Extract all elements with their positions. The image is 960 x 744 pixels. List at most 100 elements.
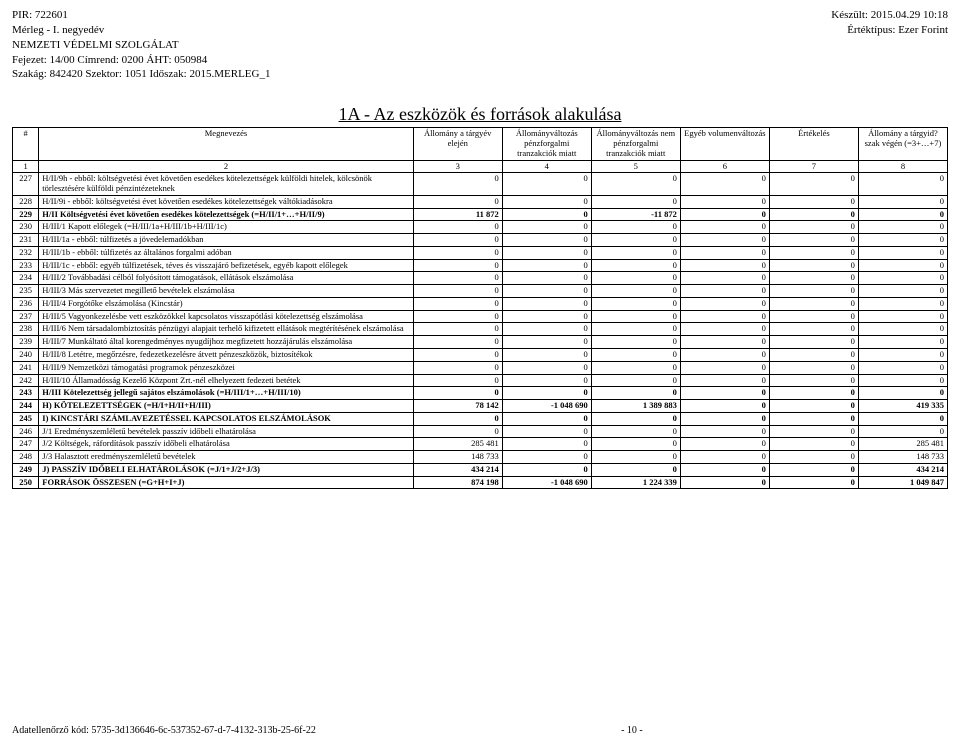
row-value: 0: [680, 400, 769, 413]
row-name: H/III/1a - ebből: túlfizetés a jövedelem…: [39, 234, 413, 247]
table-row: 235H/III/3 Más szervezetet megillető bev…: [13, 285, 948, 298]
row-value: 0: [858, 349, 947, 362]
row-value: 0: [769, 476, 858, 489]
row-value: 0: [502, 349, 591, 362]
row-number: 241: [13, 361, 39, 374]
row-value: 0: [502, 208, 591, 221]
row-value: 0: [413, 387, 502, 400]
table-row: 242H/III/10 Államadósság Kezelő Központ …: [13, 374, 948, 387]
row-name: H/II/9i - ebből: költségvetési évet köve…: [39, 195, 413, 208]
row-number: 242: [13, 374, 39, 387]
row-value: 0: [591, 463, 680, 476]
row-value: 0: [591, 297, 680, 310]
table-row: 237H/III/5 Vagyonkezelésbe vett eszközök…: [13, 310, 948, 323]
row-value: 0: [769, 412, 858, 425]
row-value: 0: [502, 285, 591, 298]
row-value: 0: [413, 272, 502, 285]
row-value: 0: [858, 234, 947, 247]
idx-7: 7: [769, 160, 858, 173]
row-value: 0: [680, 349, 769, 362]
header-left: PIR: 722601 Mérleg - I. negyedév NEMZETI…: [12, 8, 270, 82]
table-body: 227H/II/9h - ebből: költségvetési évet k…: [13, 173, 948, 489]
row-number: 249: [13, 463, 39, 476]
row-value: 0: [591, 323, 680, 336]
row-value: 434 214: [858, 463, 947, 476]
row-value: 0: [680, 387, 769, 400]
row-name: FORRÁSOK ÖSSZESEN (=G+H+I+J): [39, 476, 413, 489]
row-number: 248: [13, 451, 39, 464]
row-value: 0: [769, 259, 858, 272]
row-value: 285 481: [413, 438, 502, 451]
row-number: 233: [13, 259, 39, 272]
row-value: 0: [769, 463, 858, 476]
row-name: H/III/8 Letétre, megőrzésre, fedezetkeze…: [39, 349, 413, 362]
row-value: 0: [591, 451, 680, 464]
row-value: 0: [680, 412, 769, 425]
row-value: 0: [769, 361, 858, 374]
row-value: 0: [502, 387, 591, 400]
row-value: 0: [591, 272, 680, 285]
row-value: 0: [591, 438, 680, 451]
row-value: 0: [769, 221, 858, 234]
row-value: 0: [680, 425, 769, 438]
row-value: 0: [502, 234, 591, 247]
idx-4: 4: [502, 160, 591, 173]
row-value: 0: [413, 412, 502, 425]
row-value: 0: [591, 285, 680, 298]
row-value: 0: [680, 374, 769, 387]
table-row: 248J/3 Halasztott eredményszemléletű bev…: [13, 451, 948, 464]
row-value: 0: [591, 173, 680, 196]
table-row: 227H/II/9h - ebből: költségvetési évet k…: [13, 173, 948, 196]
row-value: 0: [769, 297, 858, 310]
row-value: 0: [413, 246, 502, 259]
row-value: 0: [769, 208, 858, 221]
row-value: 434 214: [413, 463, 502, 476]
row-value: 0: [680, 476, 769, 489]
row-number: 240: [13, 349, 39, 362]
row-value: 0: [591, 412, 680, 425]
row-value: 0: [769, 336, 858, 349]
table-row: 236H/III/4 Forgótőke elszámolása (Kincst…: [13, 297, 948, 310]
row-value: 0: [858, 425, 947, 438]
balance-table: # Megnevezés Állomány a tárgyév elején Á…: [12, 127, 948, 489]
row-value: 0: [502, 412, 591, 425]
row-number: 234: [13, 272, 39, 285]
page-header: PIR: 722601 Mérleg - I. negyedév NEMZETI…: [12, 8, 948, 82]
row-value: 0: [502, 463, 591, 476]
row-value: 0: [502, 221, 591, 234]
row-value: 0: [502, 425, 591, 438]
table-row: 228H/II/9i - ebből: költségvetési évet k…: [13, 195, 948, 208]
row-value: 0: [502, 246, 591, 259]
row-value: 0: [591, 336, 680, 349]
row-value: 0: [591, 246, 680, 259]
row-value: 1 049 847: [858, 476, 947, 489]
row-value: 419 335: [858, 400, 947, 413]
row-value: 0: [502, 310, 591, 323]
row-value: 0: [502, 374, 591, 387]
row-value: 0: [858, 374, 947, 387]
row-value: 0: [858, 297, 947, 310]
row-number: 235: [13, 285, 39, 298]
row-value: 0: [413, 195, 502, 208]
idx-8: 8: [858, 160, 947, 173]
table-row: 229H/II Költségvetési évet követően esed…: [13, 208, 948, 221]
row-value: 0: [413, 336, 502, 349]
table-head: # Megnevezés Állomány a tárgyév elején Á…: [13, 128, 948, 173]
row-value: 0: [858, 310, 947, 323]
row-name: H/III/10 Államadósság Kezelő Központ Zrt…: [39, 374, 413, 387]
col-header-num: #: [13, 128, 39, 160]
col-header-8: Állomány a tárgyid?szak végén (=3+…+7): [858, 128, 947, 160]
row-value: 0: [769, 374, 858, 387]
idx-3: 3: [413, 160, 502, 173]
row-name: J/2 Költségek, ráfordítások passzív időb…: [39, 438, 413, 451]
row-number: 245: [13, 412, 39, 425]
section-title: 1A - Az eszközök és források alakulása: [12, 104, 948, 127]
row-value: 0: [591, 234, 680, 247]
table-header-row: # Megnevezés Állomány a tárgyév elején Á…: [13, 128, 948, 160]
row-value: 0: [769, 234, 858, 247]
row-value: 0: [858, 221, 947, 234]
row-value: 0: [413, 285, 502, 298]
row-value: 0: [858, 336, 947, 349]
row-value: 0: [680, 438, 769, 451]
row-value: 0: [680, 208, 769, 221]
